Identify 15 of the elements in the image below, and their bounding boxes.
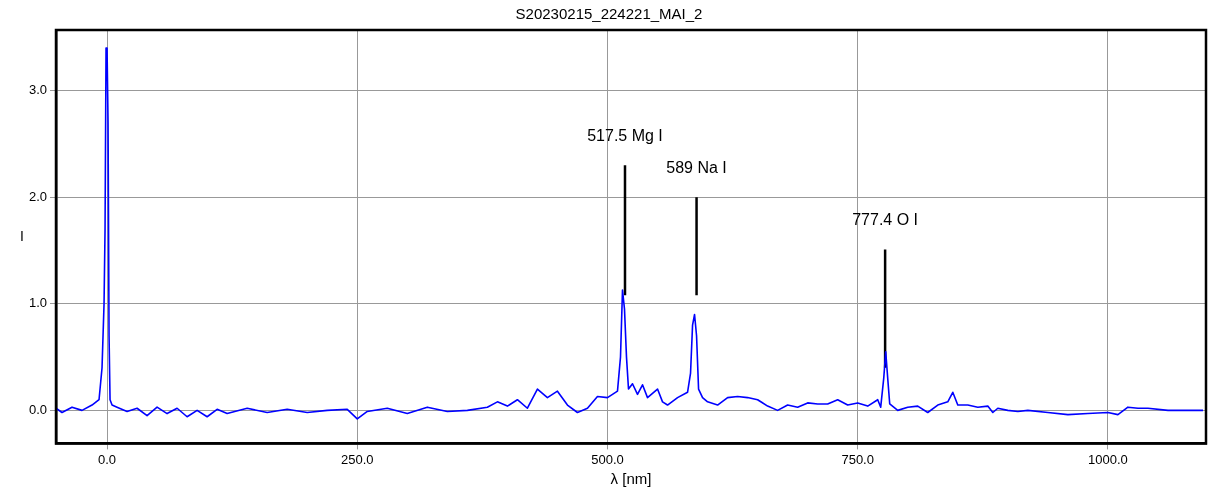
x-tick-label: 250.0	[340, 451, 374, 467]
y-tick-label: 0.0	[28, 401, 47, 417]
y-tick-label: 1.0	[28, 295, 47, 311]
annotation: 517.5 Mg I	[587, 127, 663, 145]
x-tick-label: 1000.0	[1088, 451, 1128, 467]
y-tick-label: 3.0	[28, 82, 47, 98]
x-tick-label: 500.0	[591, 451, 624, 467]
x-tick-label: 0.0	[98, 451, 117, 467]
chart-title: S20230215_224221_MAI_2	[515, 5, 703, 23]
annotation: 589 Na I	[666, 159, 727, 177]
y-tick-label: 2.0	[28, 188, 47, 204]
x-tick-label: 750.0	[841, 451, 874, 467]
annotation: 777.4 O I	[852, 211, 919, 229]
x-axis-title: λ [nm]	[610, 470, 652, 488]
y-axis-title: I	[20, 227, 24, 244]
